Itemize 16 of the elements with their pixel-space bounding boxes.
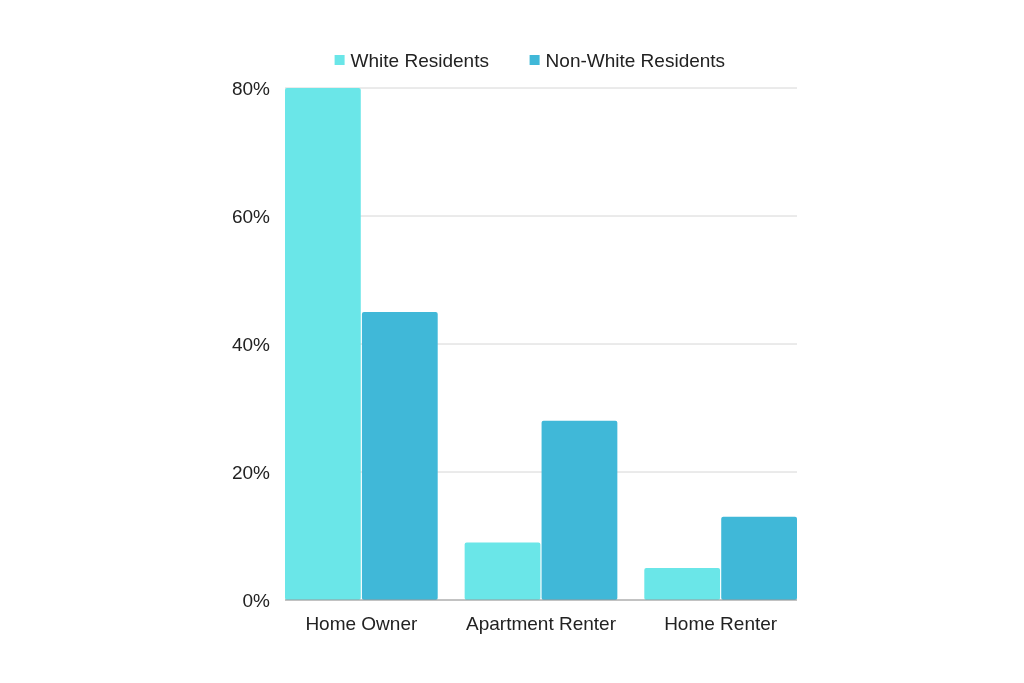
- legend-label: Non-White Residents: [545, 49, 726, 71]
- bar: [644, 568, 721, 600]
- bar: [285, 88, 361, 600]
- y-tick-label: 20%: [231, 461, 271, 483]
- y-tick-label: 40%: [231, 333, 271, 355]
- x-tick-label: Apartment Renter: [466, 612, 617, 634]
- x-tick-label: Home Owner: [305, 612, 418, 634]
- x-tick-label: Home Renter: [664, 612, 778, 634]
- bar: [541, 420, 618, 600]
- bar: [721, 516, 797, 600]
- y-tick-label: 60%: [231, 205, 271, 227]
- y-tick-label: 80%: [231, 77, 271, 99]
- bar: [361, 312, 438, 600]
- legend-label: White Residents: [350, 49, 489, 71]
- bar: [464, 542, 541, 600]
- y-tick-label: 0%: [242, 589, 271, 611]
